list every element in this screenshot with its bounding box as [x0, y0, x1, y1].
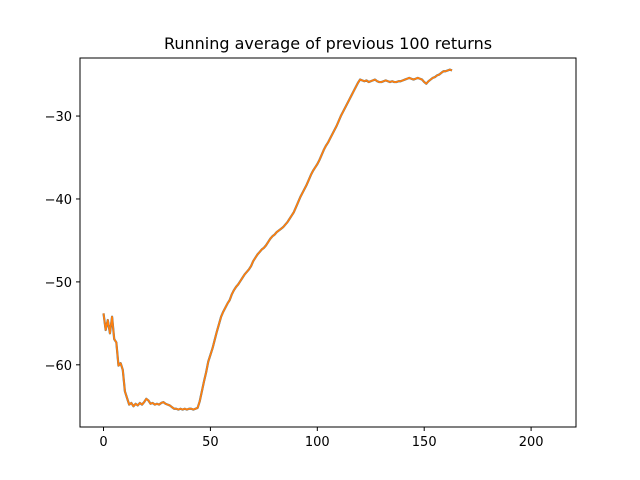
y-tick-label: −50	[45, 276, 72, 291]
chart-title: Running average of previous 100 returns	[164, 34, 492, 53]
y-tick-label: −30	[45, 110, 72, 125]
y-tick-label: −40	[45, 193, 72, 208]
x-tick-label: 50	[202, 435, 219, 450]
ticks-layer: 0 50 100 150 200 −30 −40 −50 −60	[45, 110, 544, 450]
axes-frame	[79, 57, 577, 428]
plot-layer	[102, 68, 453, 411]
y-tick-label: −60	[45, 359, 72, 374]
x-tick-label: 150	[412, 435, 437, 450]
x-tick-label: 200	[519, 435, 544, 450]
series-line	[102, 68, 453, 411]
x-tick-label: 0	[99, 435, 107, 450]
x-tick-label: 100	[305, 435, 330, 450]
